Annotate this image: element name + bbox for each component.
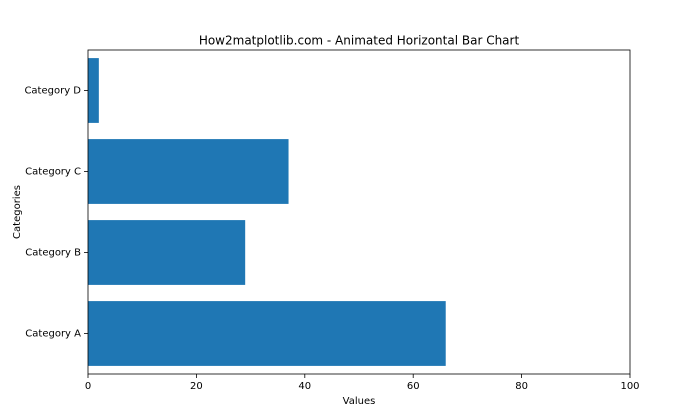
x-tick-label: 0: [85, 381, 91, 392]
bar: [88, 301, 446, 366]
y-tick-label: Category D: [24, 86, 81, 97]
y-tick-label: Category B: [25, 248, 81, 259]
x-axis-label: Values: [343, 396, 376, 407]
x-tick-label: 40: [298, 381, 311, 392]
x-tick-label: 60: [407, 381, 420, 392]
x-tick-label: 80: [515, 381, 528, 392]
bar: [88, 139, 289, 204]
bar: [88, 58, 99, 123]
y-axis-label: Categories: [12, 185, 23, 239]
chart-title: How2matplotlib.com - Animated Horizontal…: [199, 34, 520, 48]
y-tick-label: Category C: [25, 167, 81, 178]
y-tick-label: Category A: [25, 329, 81, 340]
x-tick-label: 100: [620, 381, 639, 392]
bar: [88, 220, 246, 285]
plot-frame: [87, 49, 631, 375]
x-tick-label: 20: [190, 381, 203, 392]
